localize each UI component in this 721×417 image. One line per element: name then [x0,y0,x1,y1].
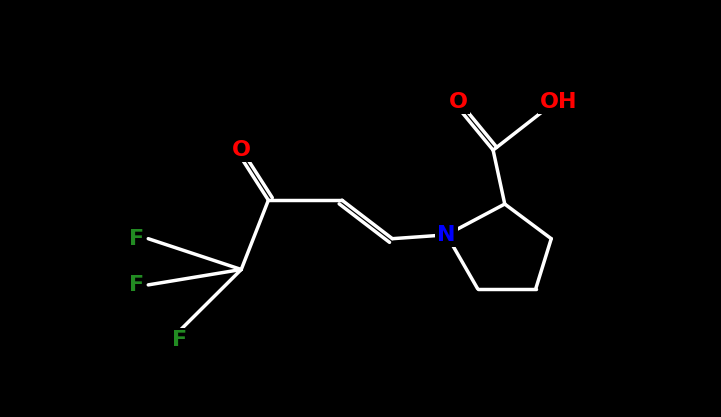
Text: O: O [231,140,251,160]
Text: N: N [438,225,456,245]
Text: F: F [172,330,187,350]
Text: OH: OH [540,92,578,112]
Text: F: F [129,229,144,249]
Text: O: O [448,92,468,112]
Text: F: F [129,275,144,295]
